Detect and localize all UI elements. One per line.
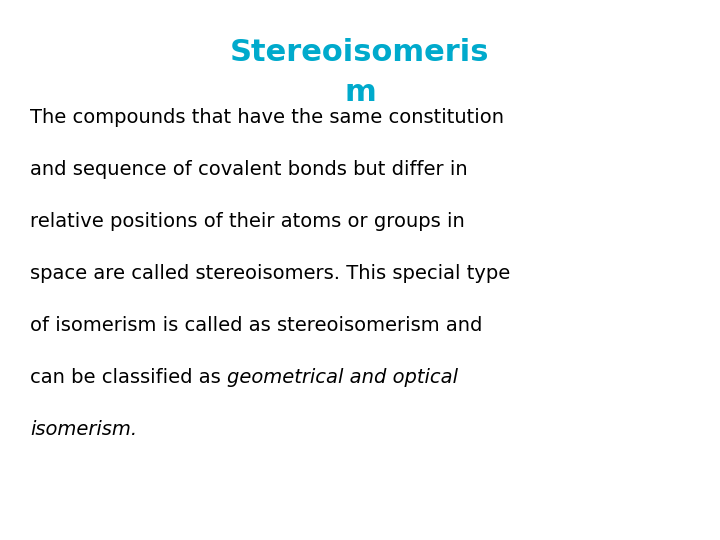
Text: relative positions of their atoms or groups in: relative positions of their atoms or gro…: [30, 212, 464, 231]
Text: Stereoisomeris: Stereoisomeris: [230, 38, 490, 67]
Text: can be classified as: can be classified as: [30, 368, 227, 387]
Text: and sequence of covalent bonds but differ in: and sequence of covalent bonds but diffe…: [30, 160, 467, 179]
Text: The compounds that have the same constitution: The compounds that have the same constit…: [30, 108, 504, 127]
Text: space are called stereoisomers. This special type: space are called stereoisomers. This spe…: [30, 264, 510, 283]
Text: geometrical and optical: geometrical and optical: [227, 368, 458, 387]
Text: m: m: [344, 78, 376, 107]
Text: isomerism.: isomerism.: [30, 420, 137, 439]
Text: of isomerism is called as stereoisomerism and: of isomerism is called as stereoisomeris…: [30, 316, 482, 335]
